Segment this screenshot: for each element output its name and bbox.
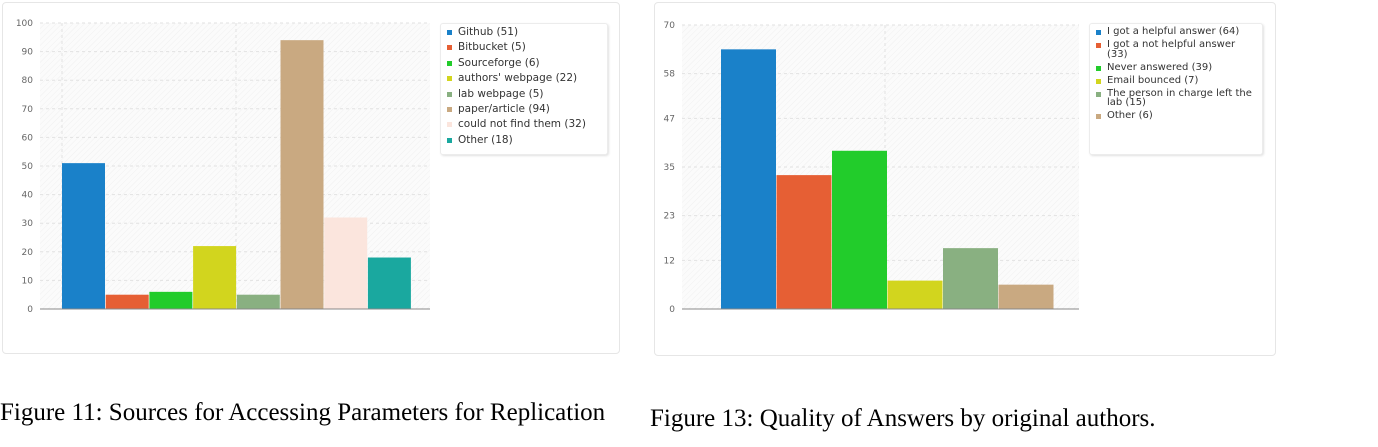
legend-item-sources-2[interactable]: Bitbucket (5) [447, 42, 601, 53]
y-tick-label: 70 [22, 105, 34, 115]
y-tick-label: 40 [22, 191, 34, 201]
legend-swatch [447, 106, 452, 112]
legend-item-sources-3[interactable]: Sourceforge (6) [447, 56, 601, 69]
legend-label: Email bounced (7) [1107, 74, 1199, 86]
legend-label: Never answered (39) [1107, 61, 1213, 73]
legend-swatch [447, 30, 452, 35]
legend-swatch [447, 137, 452, 143]
legend-sources: Github (51) Bitbucket (5) Sourceforge (6) a… [440, 23, 608, 155]
y-tick-label: 30 [22, 219, 34, 229]
legend-label: Other (18) [458, 133, 513, 146]
y-tick-label: 80 [22, 76, 34, 86]
y-tick-label: 12 [664, 256, 675, 266]
legend-item-answers-1[interactable]: I got a helpful answer (64) [1096, 27, 1256, 37]
y-tick-label: 70 [664, 21, 676, 31]
legend-swatch [447, 91, 452, 97]
y-tick-label: 60 [22, 133, 34, 143]
bar-chart-sources: 0 10 20 30 40 50 60 70 80 90 100 [16, 19, 430, 315]
y-tick-label: 58 [664, 70, 676, 80]
bar-answers-3 [832, 150, 887, 309]
legend-swatch [447, 76, 452, 82]
legend-swatch [1096, 65, 1101, 71]
legend-item-answers-5[interactable]: The person in charge left the lab (15) [1096, 87, 1256, 109]
y-tick-label: 35 [664, 163, 675, 173]
y-tick-label: 47 [664, 114, 675, 124]
legend-label: I got a helpful answer (64) [1107, 26, 1240, 37]
legend-item-answers-3[interactable]: Never answered (39) [1096, 61, 1256, 73]
chart-panel-answers: 0 12 23 35 47 58 70 I got a helpful answer (64… [654, 2, 1276, 356]
bar-answers-4 [887, 280, 943, 309]
legend-item-answers-4[interactable]: Email bounced (7) [1096, 76, 1256, 86]
legend-answers: I got a helpful answer (64) I got a not h… [1089, 23, 1263, 155]
legend-swatch [1096, 43, 1101, 49]
chart-panel-sources: 0 10 20 30 40 50 60 70 80 90 100 Github (51) Bitbuc… [2, 2, 620, 354]
bar-chart-answers: 0 12 23 35 47 58 70 [664, 21, 1079, 315]
legend-swatch [1096, 114, 1101, 120]
y-tick-label: 0 [27, 305, 33, 315]
legend-label: paper/article (94) [458, 102, 550, 115]
y-tick-label: 50 [22, 162, 34, 172]
legend-item-sources-6[interactable]: paper/article (94) [447, 102, 601, 115]
legend-swatch [447, 45, 452, 51]
bar-answers-5 [943, 248, 998, 309]
bar-answers-1 [721, 49, 776, 309]
legend-item-sources-8[interactable]: Other (18) [447, 133, 601, 146]
y-tick-label: 23 [664, 212, 675, 222]
y-tick-label: 100 [16, 19, 33, 29]
legend-item-sources-4[interactable]: authors' webpage (22) [447, 73, 601, 84]
legend-label: Github (51) [458, 26, 519, 38]
bar-sources-8 [367, 257, 411, 309]
bar-sources-5 [236, 294, 280, 309]
legend-swatch [1096, 78, 1101, 84]
legend-swatch [1096, 30, 1101, 35]
legend-swatch [447, 60, 452, 66]
y-tick-label: 90 [22, 48, 34, 58]
figure-caption-11: Figure 11: Sources for Accessing Paramet… [0, 399, 606, 426]
legend-label: I got a not helpful answer (33) [1107, 39, 1236, 60]
y-tick-label: 0 [669, 305, 675, 315]
legend-label: The person in charge left the lab (15) [1107, 87, 1252, 109]
legend-label: Bitbucket (5) [458, 41, 526, 54]
bar-sources-2 [105, 294, 149, 309]
legend-label: authors' webpage (22) [458, 72, 578, 85]
bar-sources-1 [62, 163, 105, 309]
legend-label: lab webpage (5) [458, 87, 544, 100]
y-tick-label: 20 [22, 248, 34, 258]
legend-item-answers-2[interactable]: I got a not helpful answer (33) [1096, 40, 1256, 59]
legend-label: Sourceforge (6) [458, 56, 540, 69]
bar-answers-2 [776, 175, 832, 309]
legend-label: could not find them (32) [458, 118, 586, 131]
legend-item-sources-1[interactable]: Github (51) [447, 27, 601, 38]
legend-item-answers-6[interactable]: Other (6) [1096, 111, 1256, 121]
y-tick-label: 10 [22, 276, 34, 286]
figure-caption-13: Figure 13: Quality of Answers by origina… [650, 405, 1156, 432]
legend-item-sources-5[interactable]: lab webpage (5) [447, 87, 601, 100]
legend-swatch [447, 122, 452, 128]
bar-sources-4 [193, 246, 237, 309]
bar-sources-6 [280, 40, 324, 309]
legend-swatch [1096, 91, 1101, 97]
bar-sources-7 [324, 217, 368, 309]
legend-item-sources-7[interactable]: could not find them (32) [447, 119, 601, 130]
legend-label: Other (6) [1107, 110, 1153, 122]
bar-sources-3 [149, 291, 193, 309]
bar-answers-6 [998, 284, 1054, 309]
